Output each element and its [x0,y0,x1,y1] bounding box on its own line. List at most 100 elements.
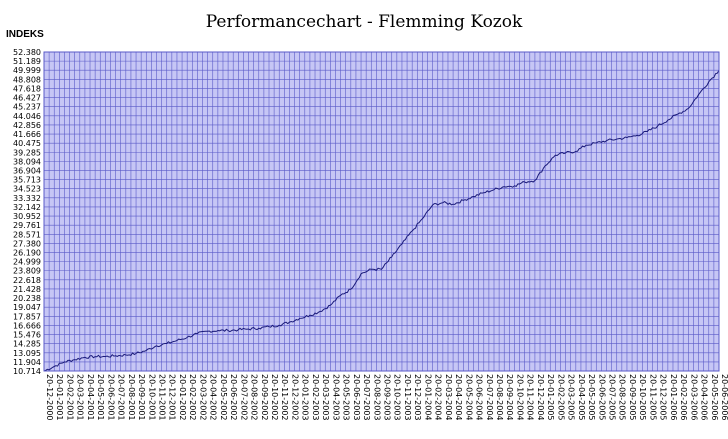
y-tick-label: 34.523 [13,185,41,194]
x-tick-label: 20-01-2003 [301,374,310,421]
y-tick-label: 15.476 [13,331,41,340]
y-tick-label: 36.904 [13,166,41,175]
x-tick-label: 20-02-2005 [556,374,565,421]
x-tick-label: 20-06-2005 [597,374,606,421]
y-tick-label: 27.380 [13,239,41,248]
plot-border [43,51,720,372]
y-tick-label: 11.904 [13,358,41,367]
y-tick-label: 46.427 [13,94,41,103]
y-tick-label: 22.618 [13,276,41,285]
x-tick-label: 20-12-2005 [659,374,668,421]
x-tick-label: 20-05-2005 [587,374,596,421]
x-tick-label: 20-06-2001 [106,374,115,421]
y-tick-label: 23.809 [13,267,41,276]
x-tick-label: 20-09-2001 [137,374,146,421]
x-tick-label: 20-10-2005 [638,374,647,421]
y-tick-label: 47.618 [13,84,41,93]
y-tick-label: 21.428 [13,285,41,294]
y-tick-label: 52.380 [13,48,41,57]
x-tick-label: 20-11-2003 [403,374,412,421]
x-tick-label: 20-05-2002 [219,374,228,421]
y-tick-label: 13.095 [13,349,41,358]
x-tick-label: 20-08-2001 [127,374,136,421]
x-tick-label: 20-09-2003 [383,374,392,421]
x-tick-label: 20-11-2005 [648,374,657,421]
x-tick-label: 20-09-2005 [628,374,637,421]
x-tick-label: 20-02-2004 [434,374,443,421]
y-axis-label: INDEKS [6,29,44,40]
y-tick-label: 44.046 [13,112,41,121]
x-tick-label: 20-12-2001 [168,374,177,421]
x-tick-label: 20-12-2003 [413,374,422,421]
x-tick-label: 20-06-2003 [352,374,361,421]
x-tick-label: 20-02-2001 [65,374,74,421]
x-tick-label: 20-11-2001 [158,374,167,421]
y-tick-labels: 52.38051.18949.99948.80847.61846.42745.2… [13,48,41,376]
y-tick-label: 26.190 [13,249,41,258]
x-tick-label: 20-03-2002 [198,374,207,421]
x-tick-label: 20-08-2003 [372,374,381,421]
x-tick-label: 20-10-2002 [270,374,279,421]
grid [43,51,719,372]
chart-title: Performancechart - Flemming Kozok [206,12,523,32]
x-tick-label: 20-03-2003 [321,374,330,421]
y-tick-label: 48.808 [13,75,41,84]
x-tick-label: 20-07-2003 [362,374,371,421]
x-tick-label: 20-02-2003 [311,374,320,421]
y-tick-label: 40.475 [13,139,41,148]
x-tick-label: 20-10-2001 [147,374,156,421]
y-tick-label: 14.285 [13,340,41,349]
x-tick-labels: 20-12-2000 20-01-2001 20-02-2001 20-03-2001… [45,374,728,421]
x-tick-label: 20-01-2005 [546,374,555,421]
x-tick-label: 20-07-2002 [239,374,248,421]
x-tick-label: 20-01-2002 [178,374,187,421]
y-tick-label: 38.094 [13,157,41,166]
y-tick-label: 19.047 [13,303,41,312]
x-tick-label: 20-05-2003 [342,374,351,421]
x-tick-label: 20-12-2002 [290,374,299,421]
y-tick-label: 24.999 [13,258,41,267]
x-tick-label: 20-07-2005 [608,374,617,421]
x-tick-label: 20-04-2006 [700,374,709,421]
y-tick-label: 10.714 [13,367,41,376]
y-tick-label: 39.285 [13,148,41,157]
x-tick-label: 20-12-2004 [536,374,545,421]
x-tick-label: 20-10-2004 [515,374,524,421]
y-tick-label: 16.666 [13,321,41,330]
y-tick-label: 35.713 [13,176,41,185]
y-tick-label: 42.856 [13,121,41,130]
x-tick-label: 20-04-2002 [209,374,218,421]
x-tick-label: 20-05-2004 [464,374,473,421]
x-tick-label: 20-12-2000 [45,374,54,421]
x-tick-label: 20-09-2002 [260,374,269,421]
x-tick-label: 20-08-2002 [250,374,259,421]
x-tick-label: 20-09-2004 [505,374,514,421]
x-tick-label: 20-02-2006 [679,374,688,421]
x-tick-label: 20-04-2003 [331,374,340,421]
x-tick-label: 20-11-2004 [526,374,535,421]
x-tick-label: 20-06-2006 [720,374,728,421]
y-tick-label: 32.142 [13,203,41,212]
x-tick-label: 20-01-2001 [55,374,64,421]
y-tick-label: 30.952 [13,212,41,221]
x-tick-label: 20-01-2004 [423,374,432,421]
x-tick-label: 20-03-2006 [689,374,698,421]
x-tick-label: 20-04-2004 [454,374,463,421]
x-tick-label: 20-03-2005 [567,374,576,421]
x-tick-label: 20-07-2001 [117,374,126,421]
x-tick-label: 20-04-2005 [577,374,586,421]
x-tick-label: 20-03-2004 [444,374,453,421]
x-tick-label: 20-10-2003 [393,374,402,421]
x-tick-label: 20-04-2001 [86,374,95,421]
y-tick-label: 17.857 [13,312,41,321]
series-line [43,69,720,372]
x-tick-label: 20-06-2002 [229,374,238,421]
y-tick-label: 51.189 [13,57,41,66]
y-tick-label: 41.666 [13,130,41,139]
y-tick-label: 28.571 [13,230,41,239]
x-tick-label: 20-07-2004 [485,374,494,421]
x-tick-label: 20-11-2002 [280,374,289,421]
x-tick-label: 20-03-2001 [76,374,85,421]
y-tick-label: 20.238 [13,294,41,303]
